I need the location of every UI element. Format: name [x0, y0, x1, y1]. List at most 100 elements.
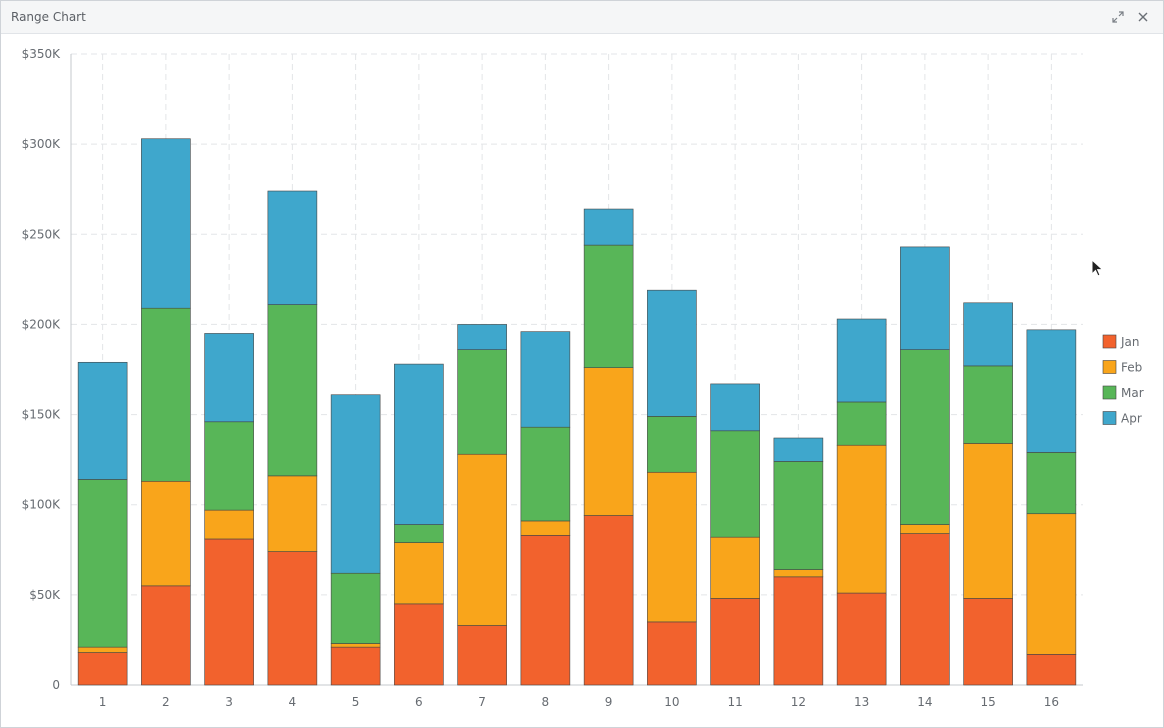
bar-segment-jan	[710, 598, 760, 686]
y-tick-label: $150K	[22, 408, 62, 422]
x-tick-label: 11	[727, 695, 742, 709]
bar-segment-apr	[963, 302, 1013, 367]
legend-swatch	[1102, 411, 1117, 425]
bar-segment-mar	[330, 572, 381, 644]
x-tick-label: 8	[542, 695, 550, 709]
bar-segment-mar	[394, 524, 444, 543]
bar-segment-jan	[141, 585, 191, 686]
bar-segment-apr	[900, 246, 950, 350]
bar-segment-feb	[773, 569, 824, 578]
bar-segment-apr	[836, 318, 887, 403]
legend-label: Feb	[1121, 361, 1142, 375]
x-tick-label: 10	[664, 695, 679, 709]
bar-segment-jan	[520, 535, 571, 686]
legend: Jan Feb Mar Apr	[1102, 334, 1144, 426]
x-tick-label: 6	[415, 695, 423, 709]
bar-segment-apr	[647, 289, 697, 417]
x-tick-label: 5	[352, 695, 360, 709]
bar-segment-mar	[520, 426, 571, 522]
bar-segment-apr	[773, 437, 824, 462]
bar-segment-apr	[1026, 329, 1077, 453]
bar-segment-mar	[204, 421, 254, 511]
x-tick-label: 4	[289, 695, 297, 709]
bar-segment-feb	[900, 524, 950, 534]
bar-segment-apr	[710, 383, 760, 432]
bar-segment-jan	[77, 652, 128, 686]
bar-segment-feb	[836, 444, 887, 594]
x-tick-label: 2	[162, 695, 170, 709]
bar-segment-jan	[457, 625, 507, 686]
bar-segment-jan	[836, 592, 887, 686]
legend-label: Jan	[1120, 335, 1140, 349]
x-tick-label: 12	[791, 695, 806, 709]
bar-segment-jan	[330, 646, 381, 686]
x-tick-label: 14	[917, 695, 932, 709]
legend-label: Apr	[1121, 412, 1142, 426]
bar-segment-mar	[1026, 452, 1077, 515]
bar-segment-jan	[583, 515, 634, 686]
bar-segment-mar	[710, 430, 760, 538]
bar-segment-mar	[141, 307, 191, 482]
bar-segment-jan	[773, 576, 824, 686]
bar-segment-feb	[204, 509, 254, 540]
y-tick-label: $200K	[22, 317, 62, 331]
bar-segment-mar	[457, 349, 507, 455]
legend-swatch	[1102, 334, 1117, 349]
bar-series-group	[77, 138, 1077, 686]
mouse-cursor-icon	[1091, 258, 1105, 283]
bar-segment-jan	[900, 533, 950, 686]
bar-segment-mar	[836, 401, 887, 446]
chart-area: 0 $50K $100K $150K $200K $250K $300K $350K 1 2 3 4 5…	[1, 34, 1161, 728]
x-tick-label: 3	[225, 695, 233, 709]
bar-segment-feb	[141, 480, 191, 587]
x-tick-label: 16	[1044, 695, 1059, 709]
bar-segment-apr	[204, 333, 254, 423]
bar-segment-feb	[457, 453, 507, 626]
bar-segment-apr	[141, 138, 191, 309]
bar-segment-feb	[647, 471, 697, 623]
bar-segment-jan	[204, 538, 254, 686]
legend-label: Mar	[1121, 386, 1144, 400]
bar-segment-apr	[520, 331, 571, 428]
bar-segment-mar	[77, 479, 128, 648]
y-tick-label: $100K	[22, 498, 62, 512]
bar-segment-mar	[900, 349, 950, 525]
bar-segment-jan	[1026, 654, 1077, 686]
bar-segment-apr	[394, 363, 444, 525]
bar-segment-jan	[394, 603, 444, 686]
x-tick-label: 7	[478, 695, 486, 709]
bar-segment-apr	[77, 361, 128, 480]
bar-segment-mar	[963, 365, 1013, 444]
bar-segment-mar	[773, 461, 824, 570]
bar-segment-apr	[330, 394, 381, 574]
bar-segment-feb	[963, 443, 1013, 599]
y-tick-label: $50K	[29, 588, 61, 602]
bar-segment-mar	[267, 304, 318, 477]
title-bar: Range Chart	[1, 1, 1163, 34]
bar-segment-feb	[77, 646, 128, 653]
y-tick-label: $250K	[22, 227, 62, 241]
close-icon[interactable]	[1135, 9, 1151, 25]
bar-segment-feb	[1026, 513, 1077, 655]
bar-segment-feb	[394, 542, 444, 605]
bar-segment-feb	[710, 536, 760, 599]
bar-segment-feb	[330, 643, 381, 648]
bar-segment-jan	[963, 598, 1013, 686]
bar-segment-feb	[267, 475, 318, 552]
bar-segment-apr	[457, 324, 507, 350]
legend-swatch	[1102, 360, 1117, 374]
y-tick-label: 0	[52, 678, 60, 692]
bar-segment-feb	[583, 367, 634, 516]
bar-segment-jan	[267, 551, 318, 686]
bar-segment-jan	[647, 621, 697, 686]
y-tick-label: $350K	[22, 47, 62, 61]
bar-segment-feb	[520, 520, 571, 536]
expand-icon[interactable]	[1110, 9, 1126, 25]
bar-segment-apr	[267, 190, 318, 305]
bar-segment-mar	[647, 416, 697, 473]
x-tick-label: 15	[980, 695, 995, 709]
bar-segment-apr	[583, 208, 634, 246]
x-tick-label: 13	[854, 695, 869, 709]
